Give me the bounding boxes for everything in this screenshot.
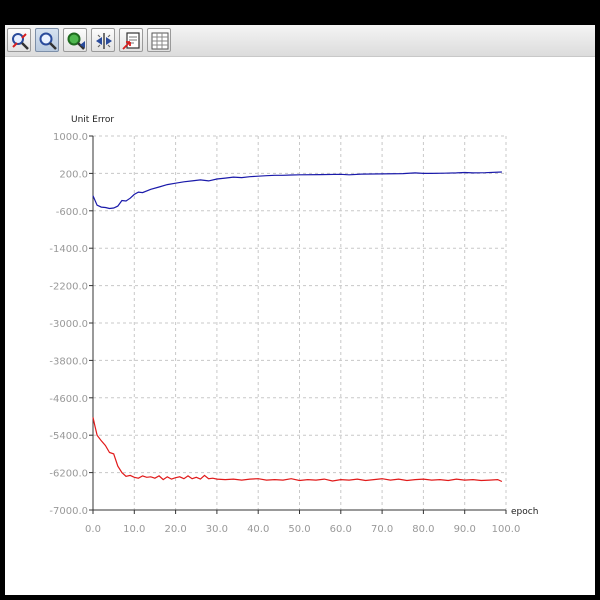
table-icon: [151, 32, 169, 50]
zoom-in-button[interactable]: [7, 28, 31, 52]
zoom-button[interactable]: [35, 28, 59, 52]
pan-icon: [96, 33, 112, 49]
x-tick-label: 20.0: [164, 524, 186, 535]
x-tick-label: 50.0: [288, 524, 310, 535]
y-tick-label: -1400.0: [49, 244, 88, 255]
zoom-fit-icon: [67, 32, 85, 50]
export-image-icon: [122, 32, 140, 50]
x-tick-label: 70.0: [371, 524, 393, 535]
y-tick-label: -3800.0: [49, 356, 88, 367]
chart-window: [5, 25, 595, 595]
y-tick-label: -4600.0: [49, 394, 88, 405]
y-tick-label: -6200.0: [49, 469, 88, 480]
x-tick-label: 0.0: [85, 524, 101, 535]
x-tick-label: 100.0: [492, 524, 521, 535]
zoom-icon: [39, 32, 57, 50]
x-tick-label: 40.0: [247, 524, 269, 535]
x-tick-label: 60.0: [330, 524, 352, 535]
table-button[interactable]: [147, 28, 171, 52]
x-tick-label: 80.0: [412, 524, 434, 535]
x-tick-label: 30.0: [206, 524, 228, 535]
x-axis-label: epoch: [511, 507, 538, 517]
x-tick-label: 10.0: [123, 524, 145, 535]
pan-button[interactable]: [91, 28, 115, 52]
y-tick-label: -2200.0: [49, 282, 88, 293]
zoom-fit-button[interactable]: [63, 28, 87, 52]
series-line-1: [92, 171, 502, 210]
y-tick-label: -3000.0: [49, 319, 88, 330]
toolbar: [5, 25, 595, 57]
y-tick-label: 1000.0: [53, 132, 88, 143]
y-tick-label: -7000.0: [49, 506, 88, 517]
y-axis-label: Unit Error: [71, 115, 114, 125]
y-tick-label: -5400.0: [49, 431, 88, 442]
series-line-2: [92, 417, 503, 483]
y-tick-label: -600.0: [56, 207, 88, 218]
export-image-button[interactable]: [119, 28, 143, 52]
x-tick-label: 90.0: [454, 524, 476, 535]
y-tick-label: 200.0: [59, 169, 88, 180]
zoom-in-icon: [12, 33, 29, 50]
